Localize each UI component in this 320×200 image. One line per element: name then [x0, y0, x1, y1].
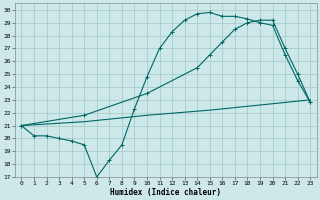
X-axis label: Humidex (Indice chaleur): Humidex (Indice chaleur) — [110, 188, 221, 197]
